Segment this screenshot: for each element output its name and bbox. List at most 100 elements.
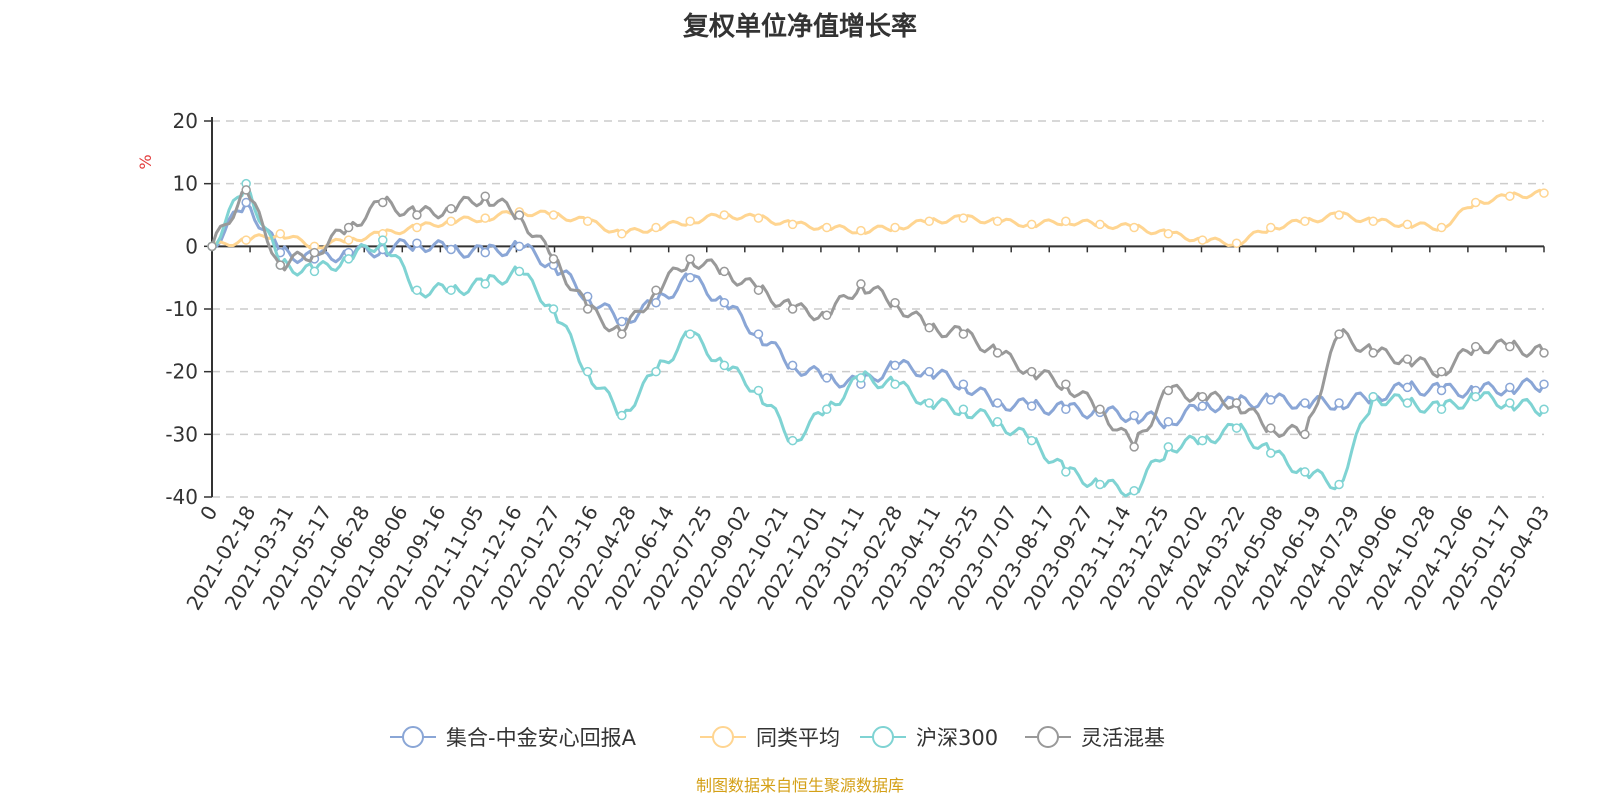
series-point-2 bbox=[719, 360, 730, 371]
series-point-2 bbox=[1368, 391, 1378, 402]
series-point-1 bbox=[1505, 191, 1515, 201]
series-point-0 bbox=[1539, 379, 1549, 389]
series-point-3 bbox=[1505, 341, 1515, 352]
series-point-2 bbox=[617, 410, 627, 421]
series-point-1 bbox=[924, 216, 934, 227]
series-point-2 bbox=[1266, 448, 1276, 458]
series-point-3 bbox=[241, 185, 251, 195]
series-point-2 bbox=[480, 279, 490, 289]
x-axis: 02021-02-182021-03-312021-05-172021-06-2… bbox=[181, 245, 1554, 614]
series-point-3 bbox=[685, 254, 695, 264]
series-point-1 bbox=[753, 213, 764, 223]
x-tick-label: 0 bbox=[195, 502, 222, 525]
series-point-1 bbox=[1539, 188, 1549, 198]
series-point-3 bbox=[924, 323, 934, 333]
legend-swatch-marker bbox=[872, 726, 894, 748]
series-point-1 bbox=[1095, 219, 1105, 230]
series-point-1 bbox=[1402, 219, 1413, 230]
legend-label: 集合-中金安心回报A bbox=[446, 726, 637, 750]
series-point-0 bbox=[787, 360, 798, 371]
series-point-3 bbox=[617, 329, 627, 339]
series-point-3 bbox=[548, 254, 559, 264]
y-tick-label: -40 bbox=[165, 485, 198, 509]
series-point-3 bbox=[412, 210, 422, 220]
series-point-1 bbox=[685, 216, 695, 227]
series-point-0 bbox=[1402, 382, 1413, 393]
series-point-2 bbox=[685, 329, 695, 339]
series-lines bbox=[207, 178, 1549, 498]
series-point-1 bbox=[446, 216, 456, 227]
series-point-1 bbox=[890, 222, 900, 233]
series-point-1 bbox=[412, 222, 422, 233]
series-point-3 bbox=[992, 348, 1003, 358]
series-point-3 bbox=[1231, 398, 1242, 408]
series-point-2 bbox=[1334, 479, 1344, 490]
series-point-0 bbox=[617, 316, 627, 327]
series-point-2 bbox=[1300, 467, 1310, 477]
series-point-2 bbox=[651, 366, 661, 377]
series-point-3 bbox=[719, 266, 730, 277]
legend-item-2[interactable]: 沪深300 bbox=[860, 726, 998, 750]
series-point-0 bbox=[1300, 398, 1310, 408]
series-point-3 bbox=[1334, 329, 1344, 339]
series-point-2 bbox=[1129, 485, 1139, 496]
series-point-2 bbox=[1402, 398, 1413, 408]
series-point-1 bbox=[1436, 222, 1447, 233]
series-point-0 bbox=[890, 360, 900, 371]
series-point-1 bbox=[992, 216, 1003, 227]
series-point-3 bbox=[1197, 391, 1208, 402]
series-point-0 bbox=[1334, 398, 1344, 408]
series-point-3 bbox=[1266, 423, 1276, 433]
series-point-1 bbox=[1334, 210, 1344, 220]
series-point-0 bbox=[958, 379, 969, 389]
series-point-2 bbox=[1197, 435, 1208, 446]
series-point-3 bbox=[480, 191, 490, 201]
series-point-0 bbox=[480, 247, 490, 258]
series-point-0 bbox=[1505, 382, 1515, 393]
series-point-3 bbox=[1539, 348, 1549, 358]
series-point-0 bbox=[241, 197, 251, 208]
series-line-0 bbox=[211, 201, 1546, 430]
legend-item-0[interactable]: 集合-中金安心回报A bbox=[390, 726, 637, 750]
series-point-2 bbox=[412, 285, 422, 295]
legend-swatch-marker bbox=[402, 726, 424, 748]
series-point-1 bbox=[1266, 222, 1276, 233]
series-point-3 bbox=[1129, 442, 1139, 452]
series-point-3 bbox=[856, 279, 866, 289]
series-point-1 bbox=[1026, 219, 1037, 230]
series-point-0 bbox=[719, 297, 730, 308]
y-tick-label: -20 bbox=[165, 360, 198, 384]
grid-lines bbox=[212, 120, 1544, 498]
series-point-0 bbox=[1129, 410, 1139, 421]
series-point-0 bbox=[1436, 385, 1447, 396]
series-point-3 bbox=[1095, 404, 1105, 415]
series-point-2 bbox=[1436, 404, 1447, 415]
series-point-1 bbox=[958, 213, 969, 223]
legend-item-1[interactable]: 同类平均 bbox=[700, 726, 840, 750]
series-point-0 bbox=[753, 329, 764, 339]
series-point-0 bbox=[446, 244, 456, 255]
legend-item-3[interactable]: 灵活混基 bbox=[1025, 726, 1165, 750]
series-point-1 bbox=[480, 213, 490, 223]
series-point-0 bbox=[685, 272, 695, 283]
series-point-2 bbox=[1163, 442, 1174, 452]
series-point-3 bbox=[753, 285, 764, 295]
series-point-3 bbox=[1061, 379, 1071, 389]
series-point-3 bbox=[651, 285, 661, 295]
series-point-3 bbox=[446, 203, 456, 214]
series-line-3 bbox=[210, 188, 1546, 449]
series-point-1 bbox=[1300, 216, 1310, 227]
legend-swatch-marker bbox=[1037, 726, 1059, 748]
legend-label: 同类平均 bbox=[756, 726, 840, 750]
series-point-1 bbox=[1197, 235, 1208, 245]
series-point-1 bbox=[548, 210, 559, 220]
series-point-2 bbox=[1095, 479, 1105, 490]
series-point-3 bbox=[514, 210, 525, 220]
legend[interactable]: 集合-中金安心回报A 同类平均 沪深300 灵活混基 bbox=[390, 726, 1165, 750]
series-point-2 bbox=[787, 435, 798, 446]
series-point-3 bbox=[378, 197, 388, 208]
series-point-0 bbox=[412, 238, 422, 248]
series-point-1 bbox=[343, 235, 354, 245]
series-point-1 bbox=[787, 219, 798, 230]
